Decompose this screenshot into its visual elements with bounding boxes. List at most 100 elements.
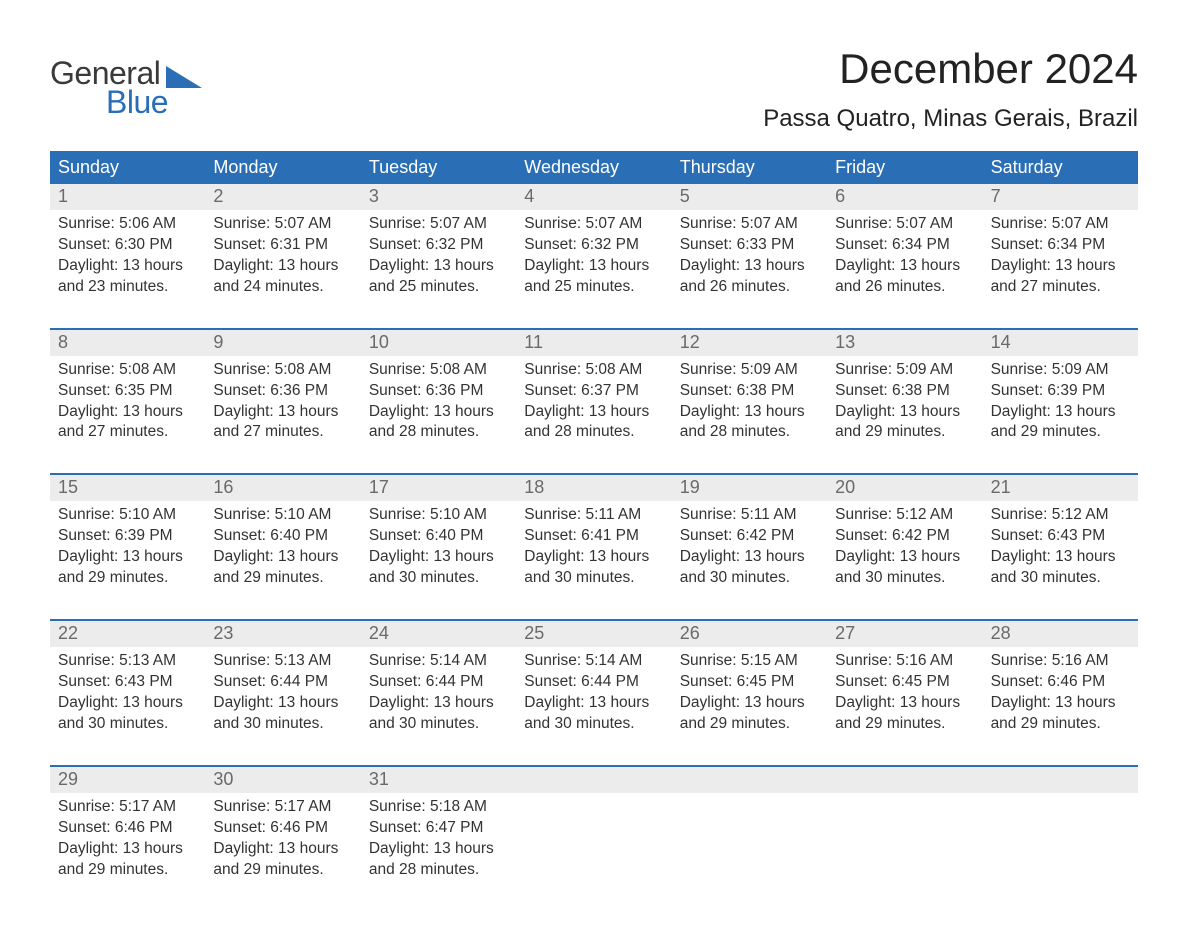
day-d2: and 26 minutes. (835, 277, 974, 298)
day-d1: Daylight: 13 hours (835, 547, 974, 568)
day-cell (983, 793, 1138, 889)
day-sunrise: Sunrise: 5:07 AM (524, 214, 663, 235)
day-d2: and 30 minutes. (991, 568, 1130, 589)
day-number: 5 (672, 184, 827, 210)
day-d1: Daylight: 13 hours (58, 547, 197, 568)
day-sunrise: Sunrise: 5:07 AM (369, 214, 508, 235)
day-number (516, 767, 671, 793)
day-number: 15 (50, 475, 205, 501)
day-d2: and 28 minutes. (524, 422, 663, 443)
day-number: 20 (827, 475, 982, 501)
day-sunrise: Sunrise: 5:09 AM (835, 360, 974, 381)
day-cell: Sunrise: 5:07 AMSunset: 6:32 PMDaylight:… (516, 210, 671, 306)
day-d1: Daylight: 13 hours (991, 547, 1130, 568)
day-sunrise: Sunrise: 5:07 AM (991, 214, 1130, 235)
day-sunrise: Sunrise: 5:15 AM (680, 651, 819, 672)
day-number-row: 293031 (50, 767, 1138, 793)
day-sunrise: Sunrise: 5:10 AM (213, 505, 352, 526)
day-sunset: Sunset: 6:38 PM (680, 381, 819, 402)
day-d2: and 28 minutes. (369, 860, 508, 881)
logo-word-blue: Blue (106, 84, 202, 121)
day-number (827, 767, 982, 793)
day-d2: and 30 minutes. (680, 568, 819, 589)
day-cell: Sunrise: 5:16 AMSunset: 6:46 PMDaylight:… (983, 647, 1138, 743)
day-d1: Daylight: 13 hours (835, 256, 974, 277)
day-sunset: Sunset: 6:34 PM (835, 235, 974, 256)
day-cell: Sunrise: 5:06 AMSunset: 6:30 PMDaylight:… (50, 210, 205, 306)
day-d2: and 28 minutes. (680, 422, 819, 443)
month-title: December 2024 (763, 45, 1138, 93)
day-d1: Daylight: 13 hours (524, 547, 663, 568)
day-d2: and 30 minutes. (524, 714, 663, 735)
day-sunset: Sunset: 6:40 PM (369, 526, 508, 547)
day-d1: Daylight: 13 hours (213, 547, 352, 568)
day-sunrise: Sunrise: 5:11 AM (524, 505, 663, 526)
day-number: 18 (516, 475, 671, 501)
day-cell: Sunrise: 5:08 AMSunset: 6:36 PMDaylight:… (361, 356, 516, 452)
day-d1: Daylight: 13 hours (369, 693, 508, 714)
day-d2: and 29 minutes. (680, 714, 819, 735)
weekday-header: Friday (827, 151, 982, 184)
day-cell: Sunrise: 5:17 AMSunset: 6:46 PMDaylight:… (205, 793, 360, 889)
calendar: Sunday Monday Tuesday Wednesday Thursday… (50, 151, 1138, 888)
weekday-header-row: Sunday Monday Tuesday Wednesday Thursday… (50, 151, 1138, 184)
day-sunrise: Sunrise: 5:16 AM (991, 651, 1130, 672)
day-number: 27 (827, 621, 982, 647)
day-sunset: Sunset: 6:43 PM (991, 526, 1130, 547)
day-sunset: Sunset: 6:40 PM (213, 526, 352, 547)
day-cell: Sunrise: 5:07 AMSunset: 6:32 PMDaylight:… (361, 210, 516, 306)
day-d1: Daylight: 13 hours (213, 839, 352, 860)
day-sunset: Sunset: 6:39 PM (991, 381, 1130, 402)
day-cell: Sunrise: 5:10 AMSunset: 6:40 PMDaylight:… (205, 501, 360, 597)
day-sunrise: Sunrise: 5:09 AM (991, 360, 1130, 381)
day-sunrise: Sunrise: 5:14 AM (369, 651, 508, 672)
day-sunset: Sunset: 6:42 PM (835, 526, 974, 547)
day-d2: and 30 minutes. (58, 714, 197, 735)
day-d1: Daylight: 13 hours (991, 402, 1130, 423)
day-cell: Sunrise: 5:09 AMSunset: 6:39 PMDaylight:… (983, 356, 1138, 452)
day-d1: Daylight: 13 hours (680, 693, 819, 714)
day-sunset: Sunset: 6:38 PM (835, 381, 974, 402)
day-cell: Sunrise: 5:07 AMSunset: 6:34 PMDaylight:… (983, 210, 1138, 306)
day-sunset: Sunset: 6:34 PM (991, 235, 1130, 256)
day-sunrise: Sunrise: 5:13 AM (213, 651, 352, 672)
day-number: 8 (50, 330, 205, 356)
day-cells-row: Sunrise: 5:17 AMSunset: 6:46 PMDaylight:… (50, 793, 1138, 889)
day-d2: and 30 minutes. (369, 568, 508, 589)
day-d2: and 27 minutes. (991, 277, 1130, 298)
day-d2: and 30 minutes. (835, 568, 974, 589)
day-number: 1 (50, 184, 205, 210)
day-sunset: Sunset: 6:30 PM (58, 235, 197, 256)
day-sunrise: Sunrise: 5:13 AM (58, 651, 197, 672)
day-sunrise: Sunrise: 5:16 AM (835, 651, 974, 672)
day-sunrise: Sunrise: 5:12 AM (991, 505, 1130, 526)
day-number: 19 (672, 475, 827, 501)
day-number: 24 (361, 621, 516, 647)
day-sunrise: Sunrise: 5:08 AM (524, 360, 663, 381)
day-sunset: Sunset: 6:46 PM (991, 672, 1130, 693)
day-cell: Sunrise: 5:14 AMSunset: 6:44 PMDaylight:… (361, 647, 516, 743)
day-number: 11 (516, 330, 671, 356)
day-number: 26 (672, 621, 827, 647)
weekday-header: Thursday (672, 151, 827, 184)
day-d1: Daylight: 13 hours (835, 693, 974, 714)
day-sunrise: Sunrise: 5:12 AM (835, 505, 974, 526)
day-d2: and 29 minutes. (991, 714, 1130, 735)
day-number: 6 (827, 184, 982, 210)
day-d1: Daylight: 13 hours (369, 402, 508, 423)
day-sunset: Sunset: 6:45 PM (680, 672, 819, 693)
day-d1: Daylight: 13 hours (58, 839, 197, 860)
day-number: 30 (205, 767, 360, 793)
day-cell: Sunrise: 5:08 AMSunset: 6:37 PMDaylight:… (516, 356, 671, 452)
day-number-row: 15161718192021 (50, 475, 1138, 501)
day-sunrise: Sunrise: 5:11 AM (680, 505, 819, 526)
day-sunset: Sunset: 6:46 PM (58, 818, 197, 839)
day-sunset: Sunset: 6:44 PM (369, 672, 508, 693)
day-sunset: Sunset: 6:36 PM (369, 381, 508, 402)
day-cell: Sunrise: 5:16 AMSunset: 6:45 PMDaylight:… (827, 647, 982, 743)
day-number: 28 (983, 621, 1138, 647)
day-cell: Sunrise: 5:12 AMSunset: 6:43 PMDaylight:… (983, 501, 1138, 597)
day-number: 3 (361, 184, 516, 210)
day-cell (516, 793, 671, 889)
weekday-header: Tuesday (361, 151, 516, 184)
